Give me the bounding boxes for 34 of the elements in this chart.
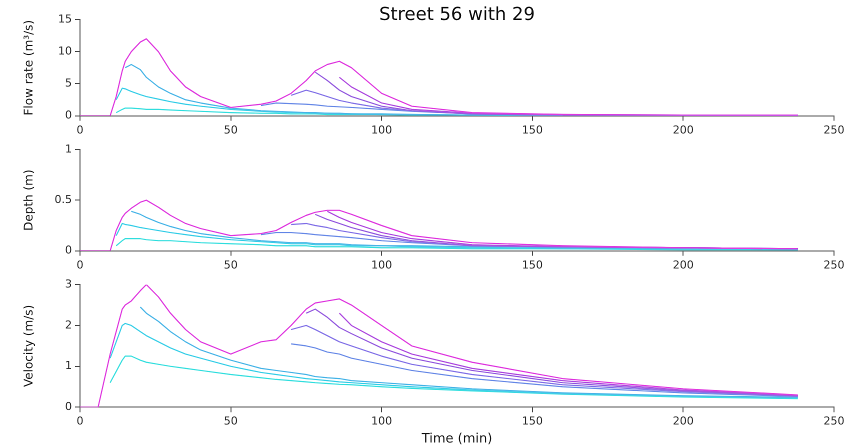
x-tick-label: 50 xyxy=(224,258,238,272)
x-tick-label: 200 xyxy=(672,258,694,272)
x-tick-label: 50 xyxy=(224,123,238,136)
x-tick-label: 150 xyxy=(522,414,543,428)
y-tick-label: 0.5 xyxy=(54,193,72,206)
chart-title: Street 56 with 29 xyxy=(379,4,535,25)
x-tick-label: 100 xyxy=(371,123,392,136)
y-axis-title: Depth (m) xyxy=(21,169,36,231)
x-tick-label: 50 xyxy=(224,414,238,428)
x-tick-label: 0 xyxy=(76,414,84,428)
x-tick-label: 100 xyxy=(371,414,392,428)
x-tick-label: 200 xyxy=(672,123,694,136)
y-tick-label: 1 xyxy=(65,359,72,372)
x-tick-label: 200 xyxy=(672,414,694,428)
y-tick-label: 0 xyxy=(65,108,72,122)
x-tick-label: 0 xyxy=(76,123,84,136)
y-axis-title: Velocity (m/s) xyxy=(21,304,36,388)
x-tick-label: 100 xyxy=(371,258,392,272)
x-tick-label: 150 xyxy=(522,258,543,272)
y-tick-label: 10 xyxy=(58,44,72,58)
y-tick-label: 1 xyxy=(65,142,72,156)
x-axis-title: Time (min) xyxy=(420,432,492,447)
x-tick-label: 250 xyxy=(824,258,844,272)
x-tick-label: 250 xyxy=(824,414,844,428)
x-tick-label: 250 xyxy=(824,123,844,136)
y-axis-title: Flow rate (m³/s) xyxy=(21,20,36,116)
y-tick-label: 3 xyxy=(65,277,72,290)
y-tick-label: 2 xyxy=(65,318,72,332)
y-tick-label: 0 xyxy=(65,244,72,257)
y-tick-label: 5 xyxy=(65,76,72,90)
y-tick-label: 0 xyxy=(65,400,72,414)
y-tick-label: 15 xyxy=(58,12,72,26)
x-tick-label: 150 xyxy=(522,123,543,136)
x-tick-label: 0 xyxy=(76,258,84,272)
